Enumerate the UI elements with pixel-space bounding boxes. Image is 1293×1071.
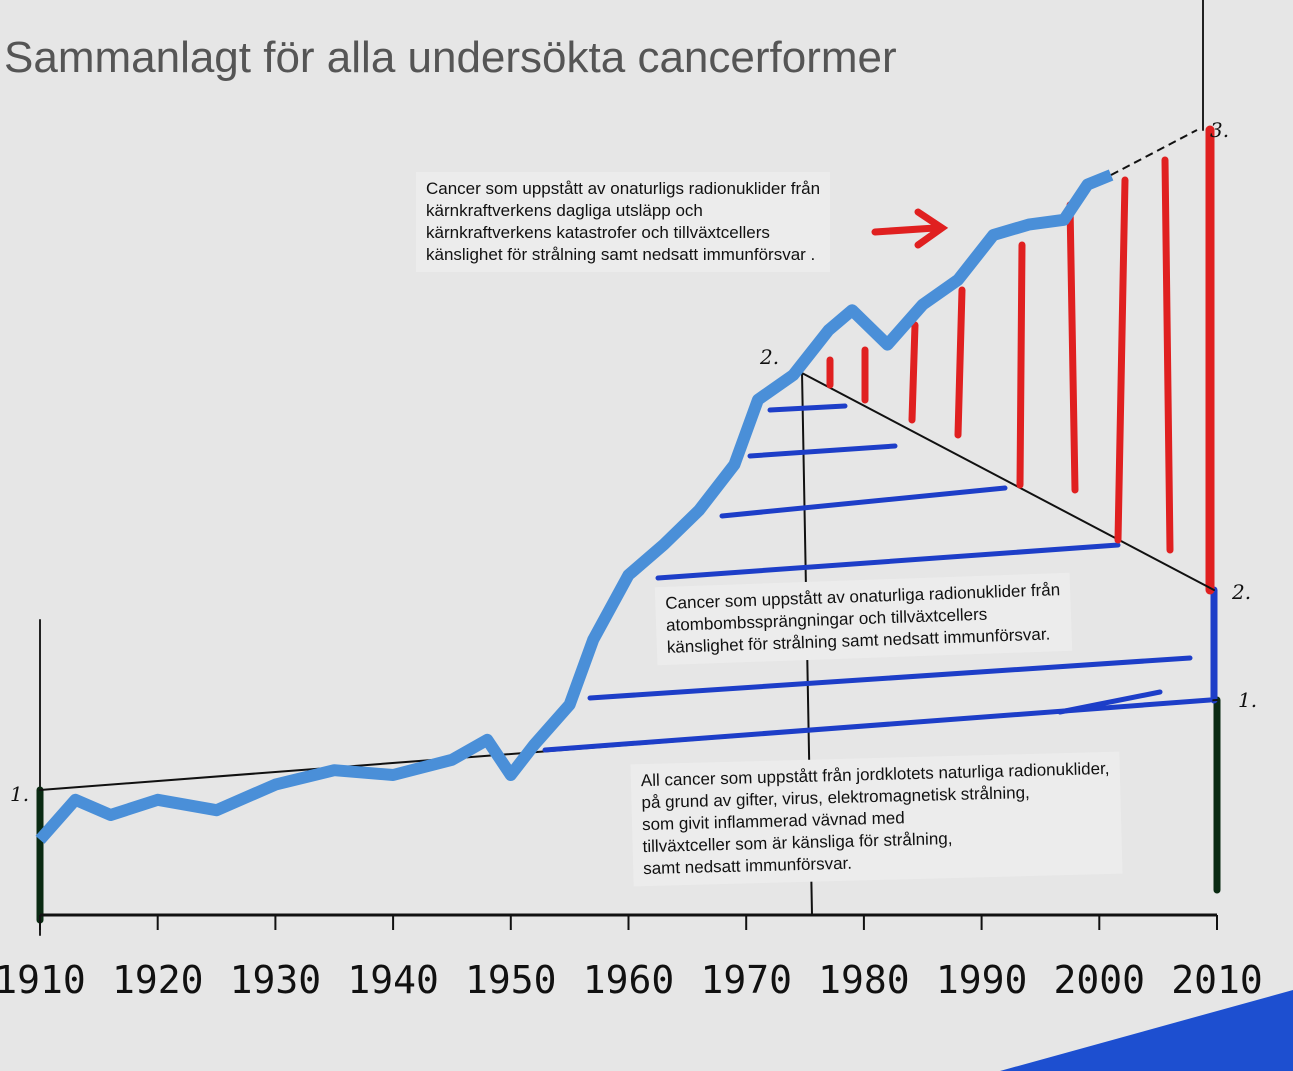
x-tick-label: 1940 — [347, 958, 439, 1002]
x-tick-label: 1990 — [936, 958, 1028, 1002]
x-tick-label: 1910 — [0, 958, 86, 1002]
annotation: Cancer som uppstått av onaturliga radion… — [655, 573, 1072, 665]
x-tick-label: 1970 — [700, 958, 792, 1002]
marker-label: 2. — [1232, 580, 1251, 604]
x-tick-label: 2010 — [1171, 958, 1263, 1002]
annotation-line: Cancer som uppstått av onaturligs radion… — [426, 178, 820, 200]
x-tick-label: 1950 — [465, 958, 557, 1002]
chart-title: Sammanlagt för alla undersökta cancerfor… — [4, 33, 897, 82]
marker-label: 1. — [10, 782, 29, 806]
page: {"chart_data": {"type": "line", "title":… — [0, 0, 1293, 1071]
annotation: All cancer som uppstått från jordklotets… — [630, 752, 1122, 887]
annotation-line: kärnkraftverkens dagliga utsläpp och — [426, 200, 820, 222]
annotation-line: känslighet för strålning samt nedsatt im… — [426, 244, 820, 266]
screen — [0, 0, 1293, 1071]
x-tick-label: 1920 — [112, 958, 204, 1002]
x-tick-label: 1960 — [583, 958, 675, 1002]
x-tick-label: 1980 — [818, 958, 910, 1002]
annotation-line: kärnkraftverkens katastrofer och tillväx… — [426, 222, 820, 244]
chart: Sammanlagt för alla undersökta cancerfor… — [0, 0, 1293, 1071]
marker-label: 3. — [1210, 118, 1229, 142]
annotation: Cancer som uppstått av onaturligs radion… — [416, 172, 830, 272]
x-tick-label: 2000 — [1054, 958, 1146, 1002]
marker-label: 1. — [1238, 688, 1257, 712]
x-tick-label: 1930 — [230, 958, 322, 1002]
marker-label: 2. — [760, 345, 779, 369]
